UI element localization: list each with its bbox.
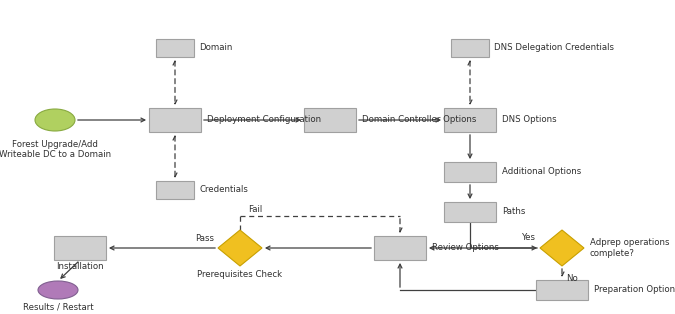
Text: Review Options: Review Options [432,243,499,252]
Ellipse shape [35,109,75,131]
Text: Domain: Domain [199,44,232,52]
FancyBboxPatch shape [304,108,356,132]
FancyBboxPatch shape [374,236,426,260]
Text: Preparation Options: Preparation Options [594,285,675,295]
Ellipse shape [38,281,78,299]
FancyBboxPatch shape [149,108,201,132]
Text: Installation: Installation [56,262,104,271]
Text: Additional Options: Additional Options [502,167,581,176]
Polygon shape [540,230,584,266]
FancyBboxPatch shape [451,39,489,57]
FancyBboxPatch shape [156,39,194,57]
FancyBboxPatch shape [54,236,106,260]
Text: Yes: Yes [522,233,536,242]
Text: Adprep operations
complete?: Adprep operations complete? [590,238,670,258]
Polygon shape [218,230,262,266]
Text: Fail: Fail [248,205,263,214]
FancyBboxPatch shape [536,280,588,300]
Text: Deployment Configuration: Deployment Configuration [207,116,321,124]
Text: Results / Restart: Results / Restart [23,302,93,311]
Text: Forest Upgrade/Add
Writeable DC to a Domain: Forest Upgrade/Add Writeable DC to a Dom… [0,140,111,160]
Text: DNS Delegation Credentials: DNS Delegation Credentials [494,44,614,52]
FancyBboxPatch shape [156,181,194,199]
Text: Prerequisites Check: Prerequisites Check [197,270,283,279]
Text: Paths: Paths [502,208,525,216]
Text: No: No [566,274,578,283]
FancyBboxPatch shape [444,108,496,132]
FancyBboxPatch shape [444,202,496,222]
FancyBboxPatch shape [444,162,496,182]
Text: Credentials: Credentials [199,186,248,194]
Text: DNS Options: DNS Options [502,116,557,124]
Text: Pass: Pass [195,234,214,243]
Text: Domain Controller Options: Domain Controller Options [362,116,477,124]
